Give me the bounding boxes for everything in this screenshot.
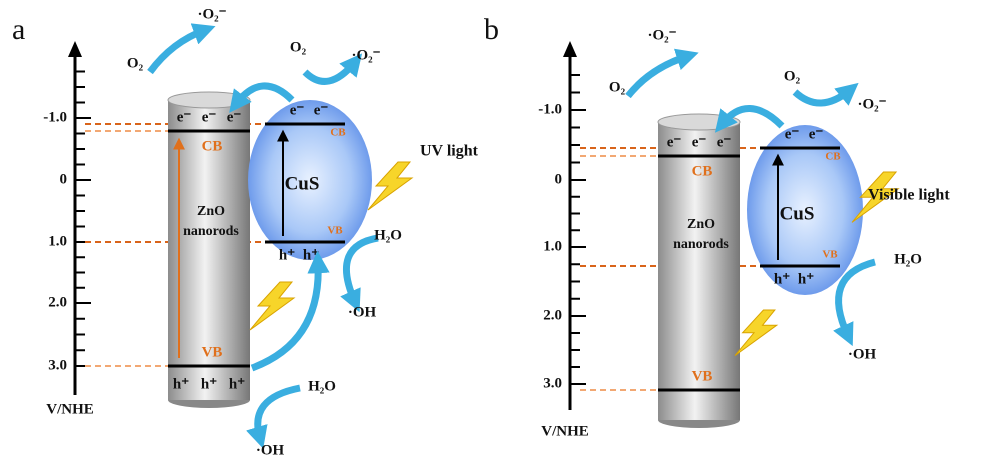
cylinder-body <box>658 122 740 420</box>
electron: e⁻ <box>290 102 305 118</box>
transfer-arrow <box>714 105 785 133</box>
hole: h⁺ <box>798 271 814 287</box>
electron: e⁻ <box>177 109 192 125</box>
zno-label: nanorods <box>673 237 729 252</box>
electron: e⁻ <box>314 102 329 118</box>
transfer-arrow <box>229 82 295 113</box>
transfer-arrow <box>250 250 330 372</box>
transfer-arrow <box>302 53 363 85</box>
hole: h⁺ <box>279 247 295 263</box>
axis-arrowhead <box>563 41 577 57</box>
transfer-arrow <box>340 234 379 313</box>
label: H₂O <box>374 227 402 243</box>
label: ·O₂⁻ <box>197 6 226 22</box>
light-label: UV light <box>420 143 479 160</box>
zno-label: nanorods <box>183 224 239 239</box>
lightning-bolt <box>249 281 296 331</box>
hole: h⁺ <box>201 376 217 392</box>
label: ·O₂⁻ <box>857 96 886 112</box>
label: ·OH <box>348 304 377 320</box>
hole: h⁺ <box>303 247 319 263</box>
axis-label: V/NHE <box>541 423 589 439</box>
tick-label: 1.0 <box>48 233 67 249</box>
label: O₂ <box>290 39 307 55</box>
label: O₂ <box>784 68 801 84</box>
hole: h⁺ <box>229 376 245 392</box>
band-label: CB <box>330 127 346 139</box>
electron: e⁻ <box>809 126 824 142</box>
zno-label: ZnO <box>197 204 225 219</box>
label: H₂O <box>894 251 922 267</box>
tick-label: -1.0 <box>538 101 562 117</box>
band-label: VB <box>202 344 223 360</box>
tick-label: 1.0 <box>543 238 562 254</box>
tick-label: 2.0 <box>48 294 67 310</box>
drawing: -1.0 0 1.0 2.0 3.0 V/NHE a e⁻ e⁻ e⁻ e⁻ e⁻ h⁺ h⁺ h⁺ h⁺ h⁺… <box>12 6 950 458</box>
transfer-arrow <box>833 258 876 347</box>
electron: e⁻ <box>717 134 732 150</box>
transfer-arrow <box>625 48 699 99</box>
electron: e⁻ <box>667 134 682 150</box>
hole: h⁺ <box>774 271 790 287</box>
transfer-arrow <box>147 23 216 75</box>
band-label: CB <box>202 138 223 154</box>
tick-label: 0 <box>60 171 68 187</box>
tick-label: 3.0 <box>543 375 562 391</box>
tick-label: -1.0 <box>43 109 67 125</box>
electron: e⁻ <box>785 126 800 142</box>
band-label: VB <box>822 249 838 261</box>
electron: e⁻ <box>227 109 242 125</box>
label: ·O₂⁻ <box>351 47 380 63</box>
band-label: CB <box>692 163 713 179</box>
lightning-bolt <box>851 171 900 223</box>
tick-label: 2.0 <box>543 307 562 323</box>
label: O₂ <box>609 79 626 95</box>
cus-label: CuS <box>780 203 815 224</box>
cus-particle <box>747 125 863 295</box>
label: ·O₂⁻ <box>647 27 676 43</box>
panel-label: a <box>12 13 25 46</box>
band-label: VB <box>692 368 713 384</box>
electron: e⁻ <box>202 109 217 125</box>
label: H₂O <box>308 378 336 394</box>
band-label: CB <box>825 151 841 163</box>
light-label: Visible light <box>868 187 950 204</box>
hole: h⁺ <box>173 376 189 392</box>
tick-label: 3.0 <box>48 357 67 373</box>
axis-arrowhead <box>68 41 82 57</box>
transfer-arrow <box>792 82 859 107</box>
label: ·OH <box>256 442 285 458</box>
tick-label: 0 <box>555 171 563 187</box>
label: O₂ <box>127 55 144 71</box>
zno-label: ZnO <box>687 217 715 232</box>
lightning-bolt <box>734 309 779 357</box>
cus-label: CuS <box>285 173 320 194</box>
band-label: VB <box>327 225 343 237</box>
electron: e⁻ <box>692 134 707 150</box>
label: ·OH <box>848 346 877 362</box>
lightning-bolt <box>367 161 414 211</box>
cylinder-body <box>168 100 250 400</box>
transfer-arrow <box>246 384 301 449</box>
axis-label: V/NHE <box>46 401 94 417</box>
panel-label: b <box>484 13 499 46</box>
